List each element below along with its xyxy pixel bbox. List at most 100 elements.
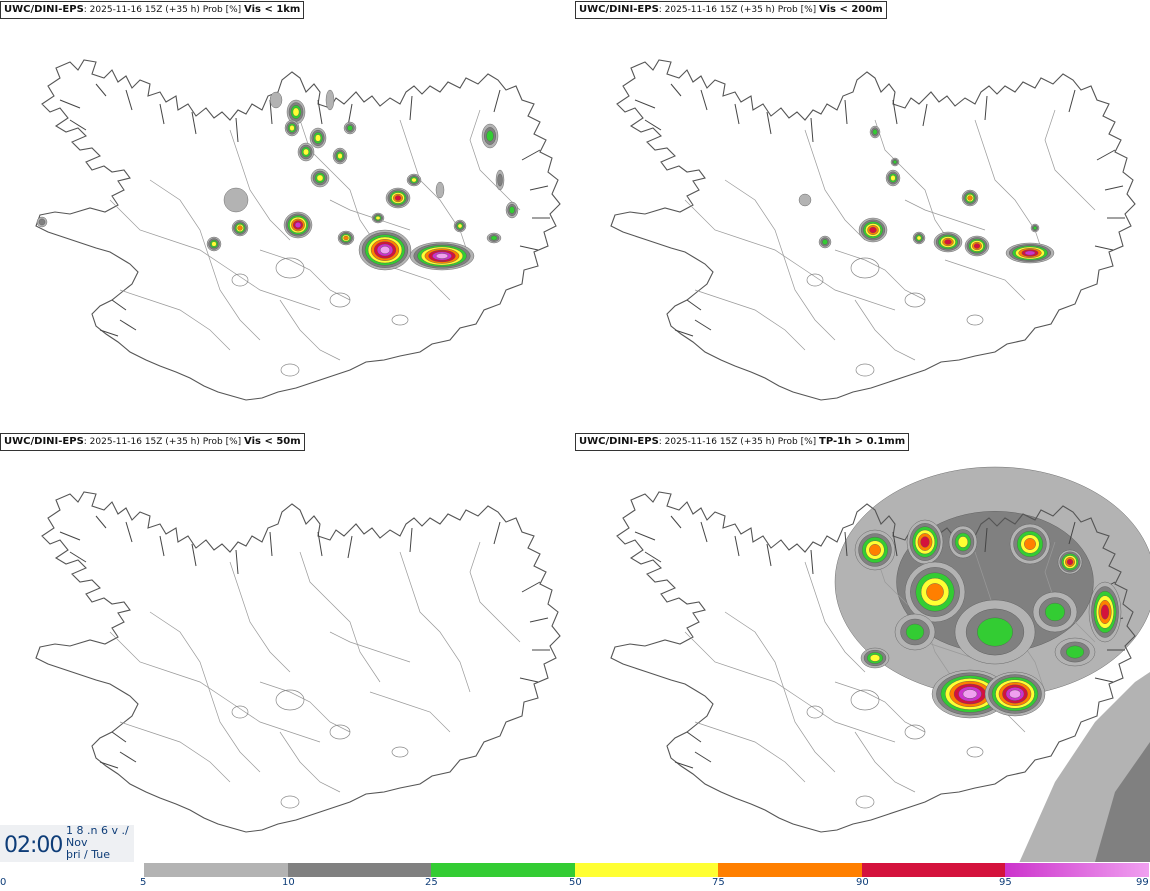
lake-outline: [280, 363, 300, 377]
probability-contour: [869, 226, 877, 234]
fjord-line: [159, 103, 165, 125]
probability-contour: [890, 175, 896, 181]
colorbar-tick-label: 0: [0, 877, 7, 888]
fjord-line: [892, 99, 898, 125]
fjord-line: [1068, 89, 1076, 113]
lake-outline: [391, 746, 409, 758]
map-panel-vis-50m: UWC/DINI-EPS: 2025-11-16 15Z (+35 h) Pro…: [0, 432, 575, 862]
fjord-line: [191, 111, 197, 135]
region-border: [119, 721, 231, 783]
fjord-line: [529, 185, 549, 191]
fjord-line: [634, 531, 656, 541]
coastline: [35, 59, 561, 401]
fjord-line: [519, 677, 539, 683]
probability-contour: [316, 174, 324, 182]
region-border: [684, 199, 896, 311]
probability-colorbar: [144, 863, 1150, 877]
probability-contour: [38, 218, 46, 226]
region-border: [259, 249, 351, 301]
date-line: þri / Tue: [66, 848, 111, 861]
probability-contour: [394, 195, 402, 201]
fjord-line: [111, 731, 127, 743]
probability-contour: [315, 134, 321, 142]
colorbar-tick-label: 25: [425, 877, 438, 888]
probability-contour: [457, 223, 463, 229]
valid-time-box: 02:00 1 8 .n 6 v ./ Nov þri / Tue: [0, 825, 134, 862]
probability-contour: [375, 216, 381, 220]
lake-outline: [904, 724, 926, 740]
region-border: [279, 731, 341, 793]
fjord-line: [984, 527, 988, 553]
fjord-line: [1068, 521, 1076, 545]
fjord-line: [700, 521, 708, 543]
fjord-line: [409, 527, 413, 553]
fjord-line: [810, 117, 814, 143]
region-border: [904, 199, 986, 231]
fjord-line: [844, 531, 848, 557]
fjord-line: [922, 103, 928, 127]
region-border: [944, 259, 1026, 301]
fjord-line: [644, 551, 662, 563]
precip-band: [1095, 742, 1150, 862]
region-border: [694, 721, 806, 783]
fjord-line: [634, 99, 656, 109]
panel-title: UWC/DINI-EPS: 2025-11-16 15Z (+35 h) Pro…: [0, 433, 305, 451]
probability-contour: [962, 689, 978, 699]
lake-outline: [806, 273, 824, 287]
fjord-line: [521, 581, 541, 593]
probability-contour: [490, 235, 498, 241]
region-border: [854, 299, 916, 361]
lake-outline: [329, 724, 351, 740]
colorbar-tick-label: 5: [140, 877, 147, 888]
region-border: [329, 631, 411, 663]
probability-contour: [411, 177, 417, 183]
map-panel-tp-1h: UWC/DINI-EPS: 2025-11-16 15Z (+35 h) Pro…: [575, 432, 1150, 862]
probability-contour: [905, 623, 925, 641]
fjord-line: [694, 751, 712, 763]
fjord-line: [892, 531, 898, 557]
fjord-line: [95, 515, 107, 529]
probability-contour: [893, 160, 897, 164]
fjord-line: [734, 103, 740, 125]
fjord-line: [119, 319, 137, 331]
fjord-line: [95, 83, 107, 97]
fjord-line: [59, 531, 81, 541]
coastline: [610, 491, 1136, 833]
probability-contour: [1065, 645, 1085, 659]
lake-outline: [275, 689, 305, 711]
panel-title: UWC/DINI-EPS: 2025-11-16 15Z (+35 h) Pro…: [575, 1, 887, 19]
region-border: [1044, 109, 1096, 211]
fjord-line: [1104, 185, 1124, 191]
lake-outline: [806, 705, 824, 719]
fjord-line: [644, 119, 662, 131]
lake-outline: [391, 314, 409, 326]
lake-outline: [904, 292, 926, 308]
fjord-line: [700, 89, 708, 111]
region-border: [724, 611, 836, 773]
map-panel-vis-1km: UWC/DINI-EPS: 2025-11-16 15Z (+35 h) Pro…: [0, 0, 575, 430]
fjord-line: [269, 99, 273, 125]
valid-time: 02:00: [4, 833, 63, 858]
fjord-line: [810, 549, 814, 575]
colorbar-segment: [575, 863, 718, 877]
fjord-line: [59, 99, 81, 109]
probability-contour: [223, 187, 249, 213]
probability-contour: [486, 130, 494, 142]
fjord-line: [347, 535, 353, 559]
probability-contour: [967, 195, 973, 201]
colorbar-segment: [144, 863, 288, 877]
probability-contour: [1045, 602, 1065, 622]
region-border: [149, 611, 261, 773]
region-border: [149, 179, 261, 341]
colorbar-tick-label: 95: [999, 877, 1012, 888]
probability-contour: [435, 181, 445, 199]
lake-outline: [966, 746, 984, 758]
probability-contour: [920, 536, 930, 548]
fjord-line: [1094, 677, 1114, 683]
fjord-line: [317, 99, 323, 125]
colorbar-tick-label: 99: [1136, 877, 1149, 888]
region-border: [804, 129, 866, 241]
probability-contour: [343, 235, 349, 241]
lake-outline: [966, 314, 984, 326]
lake-outline: [855, 363, 875, 377]
